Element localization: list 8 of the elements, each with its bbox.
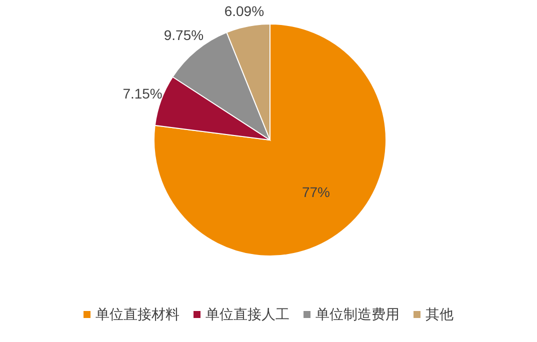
data-label: 6.09% bbox=[224, 3, 264, 19]
data-label: 9.75% bbox=[164, 27, 204, 44]
legend-label: 单位直接材料 bbox=[96, 306, 180, 322]
legend-label: 单位制造费用 bbox=[316, 306, 400, 322]
legend-label: 单位直接人工 bbox=[206, 306, 290, 322]
data-label: 77% bbox=[302, 184, 330, 200]
data-label: 7.15% bbox=[122, 85, 162, 102]
legend-label: 其他 bbox=[426, 306, 454, 322]
